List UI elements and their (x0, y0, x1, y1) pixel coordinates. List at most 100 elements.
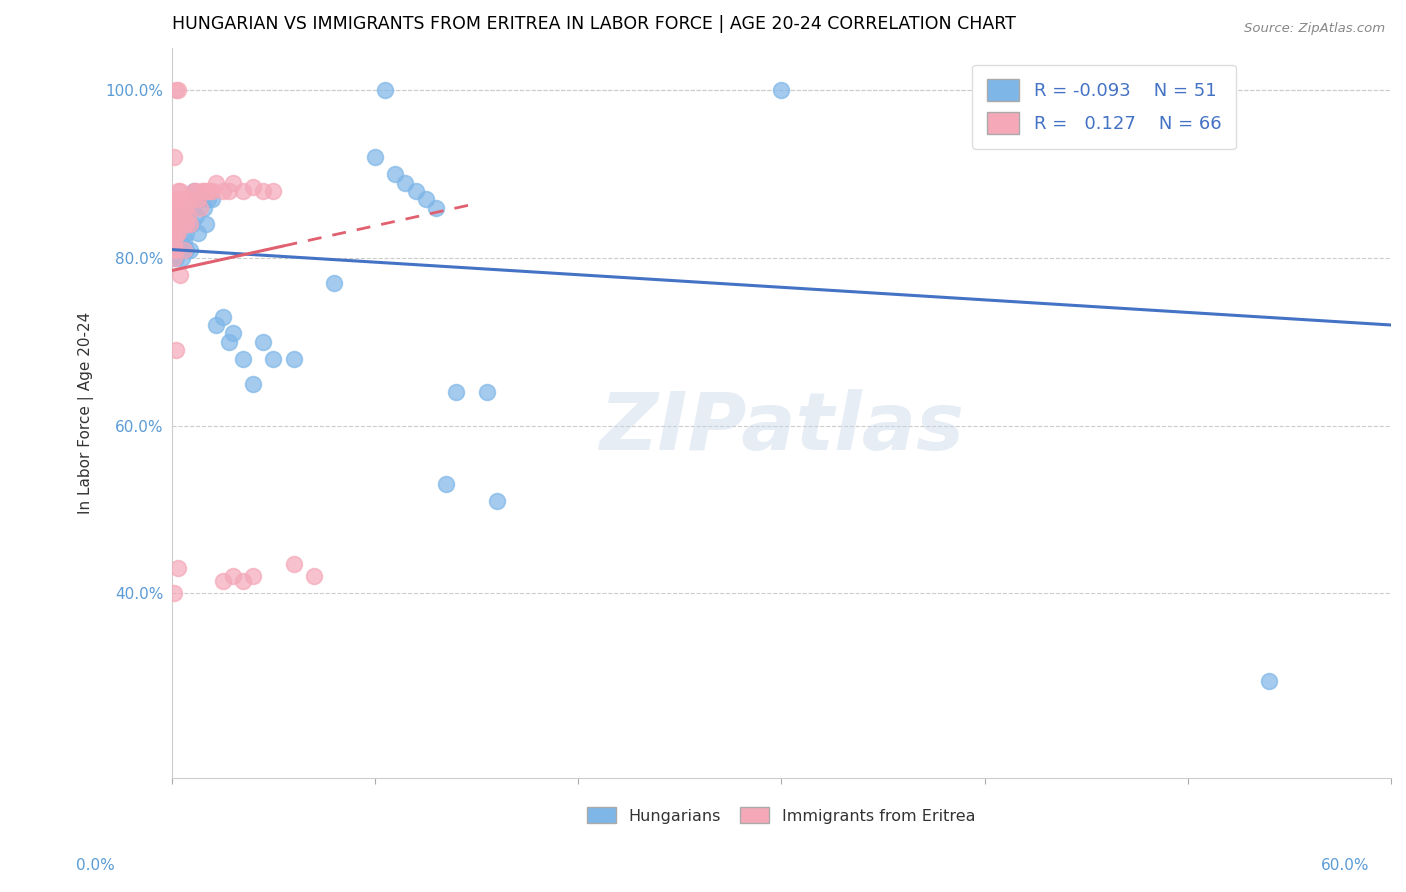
Point (165, 251, 187, 265)
Point (191, 192, 214, 206)
Point (283, 557, 305, 571)
Point (221, 326, 243, 341)
Point (181, 218, 204, 232)
Point (169, 218, 191, 232)
Point (169, 209, 191, 223)
Point (174, 243, 197, 257)
Point (374, 83, 396, 97)
Point (193, 184, 215, 198)
Point (183, 184, 205, 198)
Point (170, 251, 193, 265)
Point (444, 385, 467, 400)
Point (211, 310, 233, 324)
Point (384, 167, 406, 181)
Point (232, 184, 254, 198)
Point (173, 243, 195, 257)
Point (184, 209, 207, 223)
Point (195, 218, 218, 232)
Legend: Hungarians, Immigrants from Eritrea: Hungarians, Immigrants from Eritrea (579, 799, 983, 831)
Point (169, 234, 191, 248)
Point (165, 218, 187, 232)
Point (163, 234, 186, 248)
Point (163, 226, 186, 240)
Point (205, 318, 228, 332)
Point (170, 238, 193, 252)
Point (475, 385, 498, 400)
Point (173, 209, 195, 223)
Point (415, 192, 437, 206)
Point (163, 251, 186, 265)
Point (166, 218, 188, 232)
Point (252, 334, 274, 349)
Point (166, 218, 188, 232)
Point (405, 184, 427, 198)
Point (177, 209, 200, 223)
Point (163, 234, 186, 248)
Point (169, 209, 191, 223)
Point (165, 343, 187, 358)
Point (181, 192, 204, 206)
Point (177, 218, 200, 232)
Text: ZIPatlas: ZIPatlas (599, 389, 965, 467)
Point (174, 226, 197, 240)
Point (163, 251, 186, 265)
Point (163, 243, 186, 257)
Point (242, 376, 264, 391)
Point (169, 192, 191, 206)
Point (166, 243, 188, 257)
Point (425, 201, 447, 215)
Point (165, 192, 187, 206)
Point (211, 184, 233, 198)
Point (394, 176, 416, 190)
Point (174, 218, 197, 232)
Point (179, 218, 201, 232)
Point (166, 192, 188, 206)
Point (262, 184, 284, 198)
Point (163, 150, 186, 164)
Point (232, 574, 254, 588)
Point (197, 184, 219, 198)
Point (242, 569, 264, 583)
Point (174, 192, 197, 206)
Point (187, 192, 209, 206)
Point (193, 201, 215, 215)
Point (170, 218, 193, 232)
Point (218, 184, 240, 198)
Point (173, 201, 195, 215)
Point (200, 184, 222, 198)
Point (170, 218, 193, 232)
Point (364, 150, 387, 164)
Point (770, 83, 793, 97)
Point (174, 209, 197, 223)
Point (166, 83, 188, 97)
Point (283, 351, 305, 366)
Point (201, 192, 224, 206)
Point (252, 184, 274, 198)
Point (165, 218, 187, 232)
Point (191, 184, 214, 198)
Y-axis label: In Labor Force | Age 20-24: In Labor Force | Age 20-24 (79, 312, 94, 514)
Text: HUNGARIAN VS IMMIGRANTS FROM ERITREA IN LABOR FORCE | AGE 20-24 CORRELATION CHAR: HUNGARIAN VS IMMIGRANTS FROM ERITREA IN … (172, 15, 1015, 33)
Text: 0.0%: 0.0% (76, 858, 115, 872)
Point (434, 477, 457, 491)
Point (218, 334, 240, 349)
Point (221, 176, 243, 190)
Point (242, 179, 264, 194)
Point (166, 561, 188, 575)
Point (197, 192, 219, 206)
Point (188, 201, 211, 215)
Point (205, 176, 228, 190)
Point (184, 184, 207, 198)
Point (485, 494, 508, 508)
Point (195, 184, 218, 198)
Point (232, 351, 254, 366)
Point (165, 243, 187, 257)
Point (181, 201, 204, 215)
Point (183, 184, 205, 198)
Point (163, 586, 186, 600)
Point (166, 226, 188, 240)
Point (165, 83, 187, 97)
Point (166, 201, 188, 215)
Point (166, 184, 188, 198)
Point (165, 226, 187, 240)
